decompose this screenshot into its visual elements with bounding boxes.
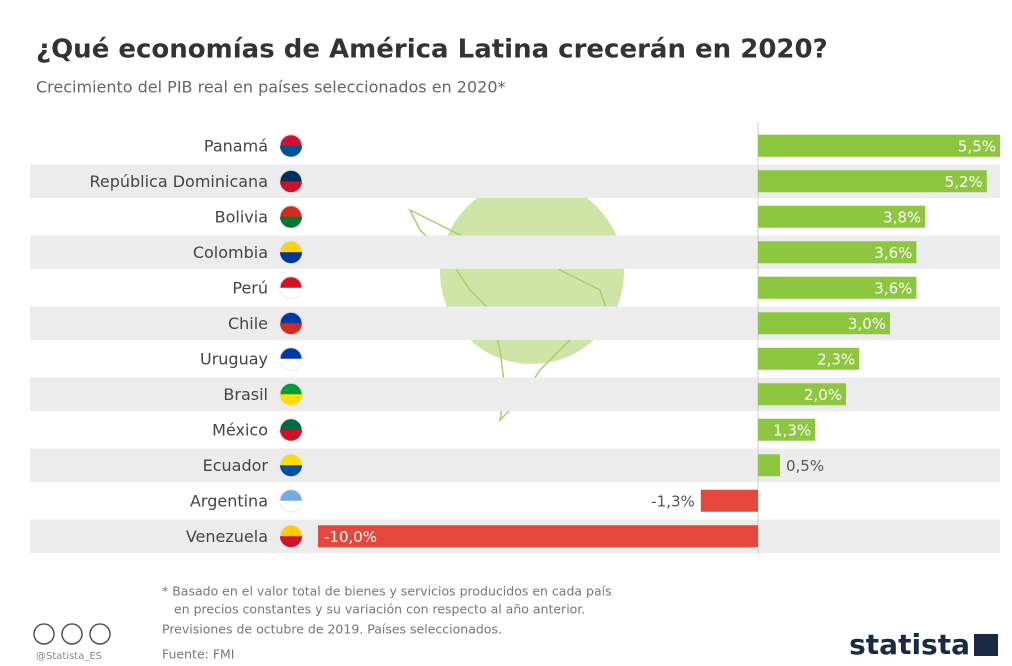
category-label: Perú bbox=[232, 278, 268, 297]
value-label: 3,8% bbox=[883, 208, 921, 226]
value-label: -10,0% bbox=[324, 528, 377, 546]
category-label: Brasil bbox=[223, 385, 268, 404]
category-label: Venezuela bbox=[186, 527, 268, 546]
flag bbox=[280, 465, 302, 477]
category-label: Colombia bbox=[193, 243, 268, 262]
flag bbox=[280, 287, 302, 299]
bar bbox=[758, 170, 987, 193]
flag bbox=[280, 536, 302, 548]
flag bbox=[280, 181, 302, 193]
value-label: 2,0% bbox=[804, 386, 842, 404]
chart-subtitle: Crecimiento del PIB real en países selec… bbox=[36, 78, 506, 97]
chart-title: ¿Qué economías de América Latina crecerá… bbox=[36, 35, 828, 65]
category-label: Chile bbox=[228, 314, 268, 333]
value-label: 3,6% bbox=[874, 279, 912, 297]
flag bbox=[280, 323, 302, 335]
category-label: República Dominicana bbox=[89, 172, 268, 191]
bar bbox=[758, 418, 816, 441]
bar bbox=[700, 489, 758, 512]
cc-icons bbox=[33, 623, 111, 645]
value-label: 1,3% bbox=[773, 421, 811, 439]
bar bbox=[758, 347, 860, 370]
flag bbox=[280, 429, 302, 441]
bar bbox=[758, 241, 917, 264]
value-label: 0,5% bbox=[786, 457, 824, 475]
category-label: Argentina bbox=[190, 491, 268, 510]
brand: statista bbox=[849, 628, 970, 661]
flag bbox=[280, 500, 302, 512]
value-label: 2,3% bbox=[817, 350, 855, 368]
note: * Basado en el valor total de bienes y s… bbox=[162, 584, 612, 599]
note: en precios constantes y su variación con… bbox=[174, 602, 585, 617]
brand-logo bbox=[974, 634, 998, 656]
source: Fuente: FMI bbox=[162, 647, 234, 662]
note: Previsiones de octubre de 2019. Países s… bbox=[162, 622, 502, 637]
bar bbox=[758, 134, 1000, 157]
category-label: Ecuador bbox=[203, 456, 269, 475]
flag bbox=[280, 358, 302, 370]
value-label: -1,3% bbox=[651, 492, 695, 510]
bar bbox=[758, 205, 926, 228]
row-band bbox=[30, 377, 1000, 411]
category-label: Panamá bbox=[204, 136, 268, 155]
bar bbox=[758, 276, 917, 299]
row-band bbox=[30, 448, 1000, 482]
flag bbox=[280, 252, 302, 264]
value-label: 5,2% bbox=[945, 173, 983, 191]
flag bbox=[280, 216, 302, 228]
bar bbox=[758, 454, 780, 477]
bar bbox=[758, 383, 846, 406]
flag bbox=[280, 145, 302, 157]
handle: @Statista_ES bbox=[36, 651, 102, 662]
category-label: Bolivia bbox=[215, 207, 268, 226]
category-label: México bbox=[212, 420, 268, 439]
bar bbox=[318, 525, 758, 548]
category-label: Uruguay bbox=[200, 349, 268, 368]
value-label: 5,5% bbox=[958, 137, 996, 155]
bar bbox=[758, 312, 890, 335]
value-label: 3,6% bbox=[874, 244, 912, 262]
value-label: 3,0% bbox=[848, 315, 886, 333]
flag bbox=[280, 394, 302, 406]
